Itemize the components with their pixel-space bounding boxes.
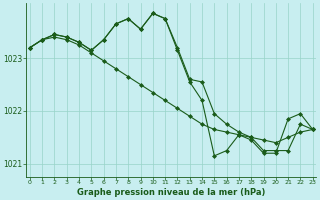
X-axis label: Graphe pression niveau de la mer (hPa): Graphe pression niveau de la mer (hPa) bbox=[77, 188, 266, 197]
